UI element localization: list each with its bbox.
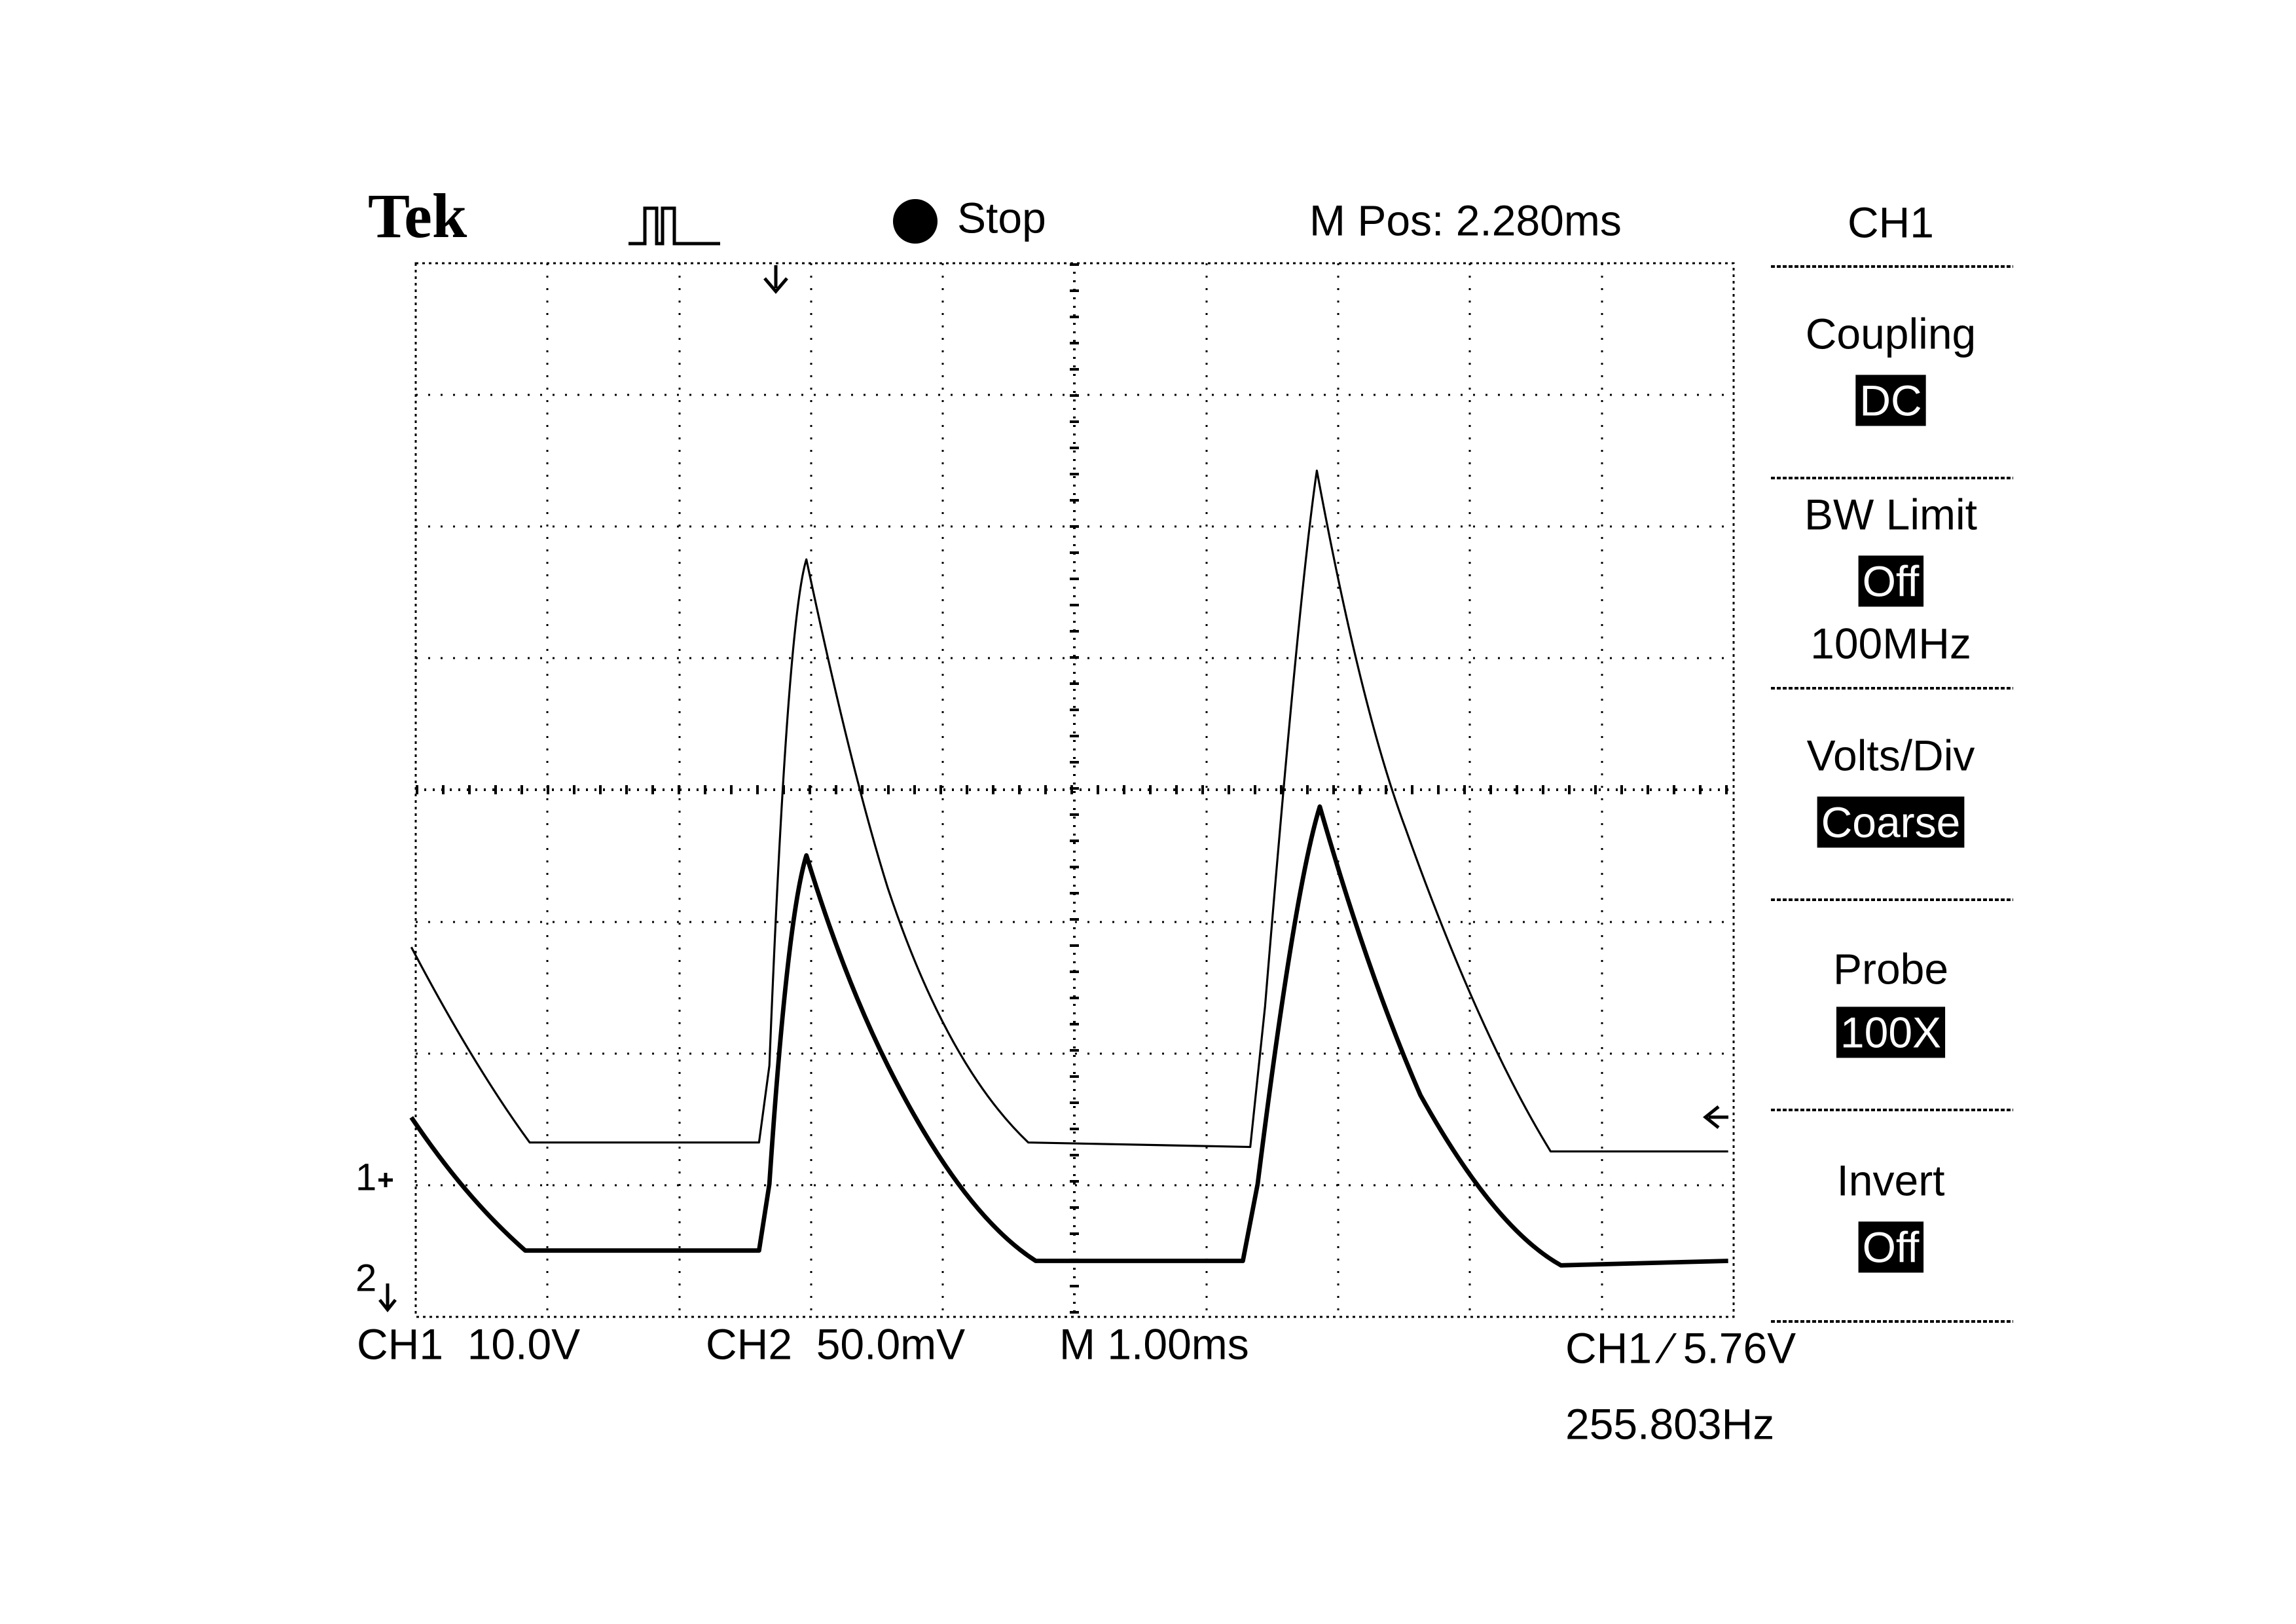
menu-value-highlight bbox=[1836, 1006, 1946, 1058]
menu-value[interactable]: Off bbox=[1863, 557, 1920, 605]
ch1-marker-arrow bbox=[378, 1173, 393, 1187]
ch1-trace bbox=[410, 470, 1728, 1153]
menu-value[interactable]: Coarse bbox=[1821, 798, 1961, 846]
ch2-marker-arrow bbox=[378, 1283, 397, 1313]
menu-value-highlight bbox=[1817, 796, 1965, 848]
brand: Tek bbox=[368, 181, 467, 251]
trigger-level-arrow bbox=[1702, 1105, 1728, 1129]
menu-value-highlight bbox=[1858, 1221, 1924, 1273]
timebase: M 1.00ms bbox=[1059, 1320, 1249, 1368]
status-dot bbox=[893, 199, 938, 244]
menu-value[interactable]: 100X bbox=[1840, 1008, 1941, 1056]
ch2-trace bbox=[409, 804, 1728, 1268]
menu-label[interactable]: Probe bbox=[1833, 944, 1948, 993]
acquisition-status: Stop bbox=[957, 193, 1046, 242]
trigger-readout: CH1 ⁄ 5.76V bbox=[1565, 1323, 1796, 1372]
ch1-marker: 1 bbox=[355, 1156, 376, 1198]
center-lines bbox=[416, 263, 1734, 1317]
menu-title: CH1 bbox=[1848, 198, 1934, 246]
ch1-scale: CH1 10.0V bbox=[357, 1320, 580, 1368]
ch2-scale: CH2 50.0mV bbox=[706, 1320, 965, 1368]
graticule bbox=[414, 262, 1735, 1318]
menu-label[interactable]: Volts/Div bbox=[1807, 731, 1975, 779]
trigger-mode-icon bbox=[629, 206, 720, 246]
horizontal-position: M Pos: 2.280ms bbox=[1309, 196, 1622, 244]
menu-extra: 100MHz bbox=[1810, 619, 1971, 667]
menu-label[interactable]: BW Limit bbox=[1804, 490, 1977, 538]
trigger-position-arrow bbox=[763, 265, 788, 294]
menu-label[interactable]: Coupling bbox=[1806, 309, 1977, 358]
frequency-readout: 255.803Hz bbox=[1565, 1399, 1774, 1448]
side-menu: CH1 Coupling DC BW Limit Off 100MHz Volts/Div… bbox=[1771, 198, 2013, 1323]
menu-label[interactable]: Invert bbox=[1836, 1156, 1944, 1204]
menu-value-highlight bbox=[1855, 375, 1926, 426]
center-ticks bbox=[416, 263, 1734, 1317]
menu-value[interactable]: Off bbox=[1863, 1223, 1920, 1271]
ch2-marker: 2 bbox=[355, 1257, 376, 1299]
menu-value-highlight bbox=[1858, 555, 1924, 607]
menu-value[interactable]: DC bbox=[1859, 376, 1922, 424]
